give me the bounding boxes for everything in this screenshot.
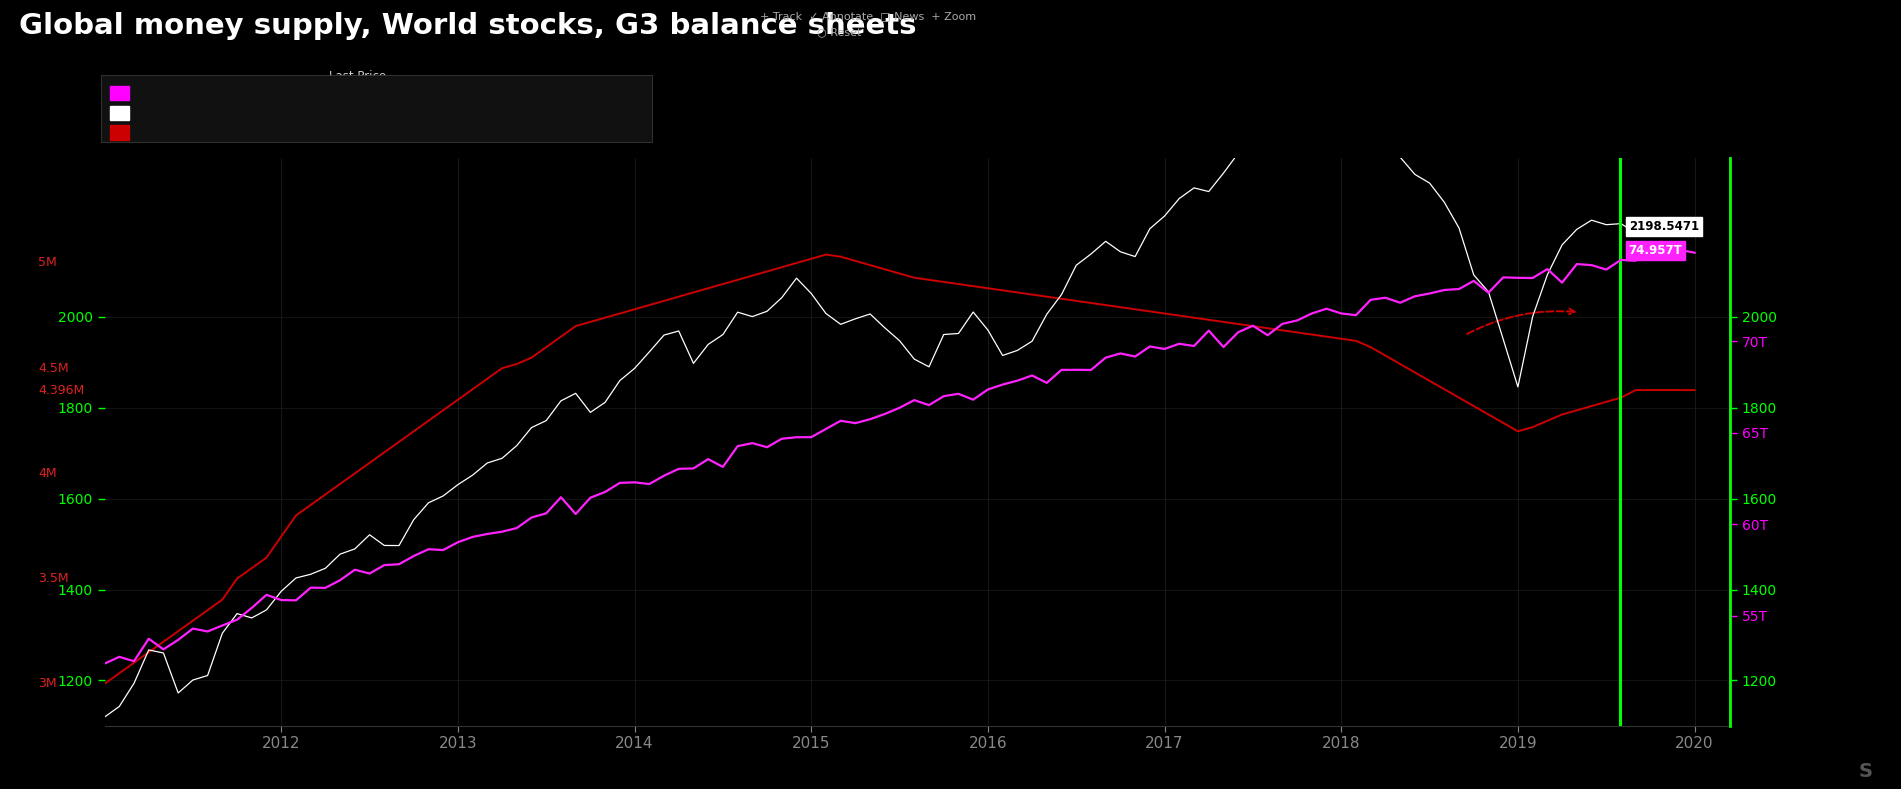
Text: 2198.5471: 2198.5471 <box>1629 220 1699 234</box>
Text: 4M: 4M <box>38 467 57 480</box>
Text: G3BALANC  (L1)           4.396M: G3BALANC (L1) 4.396M <box>135 128 308 137</box>
Text: S: S <box>1859 762 1872 781</box>
Text: 5M: 5M <box>38 256 57 270</box>
Text: + Track  ✓ Annotate  □ News  + Zoom: + Track ✓ Annotate □ News + Zoom <box>760 12 977 22</box>
Text: Proxy - Global Money Supply US  (R2) 74.957T: Proxy - Global Money Supply US (R2) 74.9… <box>135 88 399 98</box>
Text: ○ Reset: ○ Reset <box>817 28 861 38</box>
Text: 74.957T: 74.957T <box>1629 244 1682 256</box>
Text: MSCI World Index -  on 7/2/19  (R1) 2198.5471: MSCI World Index - on 7/2/19 (R1) 2198.5… <box>135 108 401 118</box>
Text: 3.5M: 3.5M <box>38 572 68 585</box>
Text: 3M: 3M <box>38 677 57 690</box>
Text: Global money supply, World stocks, G3 balance sheets: Global money supply, World stocks, G3 ba… <box>19 12 916 39</box>
Text: 4.5M: 4.5M <box>38 361 68 375</box>
Text: 4.396M: 4.396M <box>38 383 84 397</box>
Text: Last Price: Last Price <box>329 70 386 84</box>
